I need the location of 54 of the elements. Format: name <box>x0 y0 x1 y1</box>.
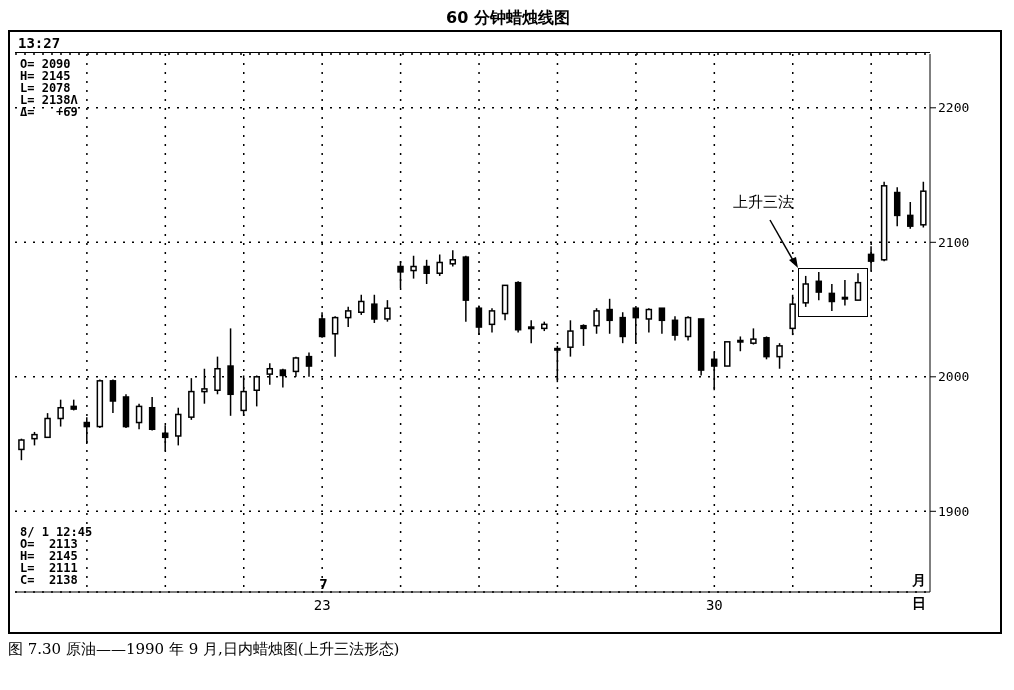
y-tick-label: 2000 <box>938 369 970 385</box>
candlestick <box>436 253 443 277</box>
candlestick <box>776 342 783 370</box>
candlestick <box>57 398 64 428</box>
candlestick <box>893 186 901 227</box>
candlestick <box>606 298 613 335</box>
annotation: O= 2090 H= 2145 L= 2078 L= 2138Λ Δ= +69 <box>20 57 78 119</box>
annotation: 8/ 1 12:45 O= 2113 H= 2145 L= 2111 C= 2138 <box>20 525 93 587</box>
candlestick <box>567 319 574 358</box>
annotation: 7 <box>319 576 328 592</box>
candlestick <box>580 323 587 347</box>
candlestick <box>358 294 365 316</box>
candlestick <box>593 307 600 335</box>
text: 日 <box>912 595 926 613</box>
candlestick <box>671 315 679 342</box>
y-tick-label: 1900 <box>938 503 970 519</box>
candlestick <box>109 378 117 414</box>
candlestick <box>488 307 496 334</box>
candlestick <box>815 271 823 301</box>
candlestick <box>658 307 666 335</box>
candlestick <box>148 396 156 432</box>
caption: 图 7.30 原油——1990 年 9 月,日内蜡烛图(上升三法形态) <box>8 640 401 659</box>
candlestick <box>854 272 862 301</box>
candlestick <box>475 304 483 336</box>
chart-title: 60 分钟蜡烛线图 <box>445 8 571 29</box>
candlestick <box>175 406 182 447</box>
candlestick <box>331 315 339 358</box>
candlestick <box>371 294 378 324</box>
candlestick <box>44 412 51 439</box>
candlestick <box>410 255 417 280</box>
y-tick-label: 2100 <box>938 234 970 250</box>
candlestick <box>841 279 849 307</box>
candlestick <box>384 299 391 323</box>
candlestick <box>684 315 692 342</box>
x-tick-label: 30 <box>705 596 723 613</box>
candlestick <box>802 275 809 308</box>
candlestick <box>645 307 653 334</box>
candlestick <box>449 249 457 268</box>
candlestick <box>253 374 260 408</box>
candlestick <box>305 351 313 378</box>
annotation: 月 <box>912 572 926 590</box>
candlestick <box>135 402 143 431</box>
y-tick-label: 2200 <box>938 100 970 116</box>
candlestick <box>527 319 535 344</box>
candlestick <box>828 283 836 312</box>
candlestick <box>423 259 430 285</box>
candlestick <box>907 201 914 230</box>
candlestick <box>619 311 626 344</box>
text: 13:27 <box>18 35 61 51</box>
annotation: 上升三法 <box>732 192 793 212</box>
candlestick <box>763 335 770 361</box>
x-tick-label: 23 <box>313 596 331 613</box>
candlestick <box>344 306 352 328</box>
candlestick <box>318 311 326 339</box>
